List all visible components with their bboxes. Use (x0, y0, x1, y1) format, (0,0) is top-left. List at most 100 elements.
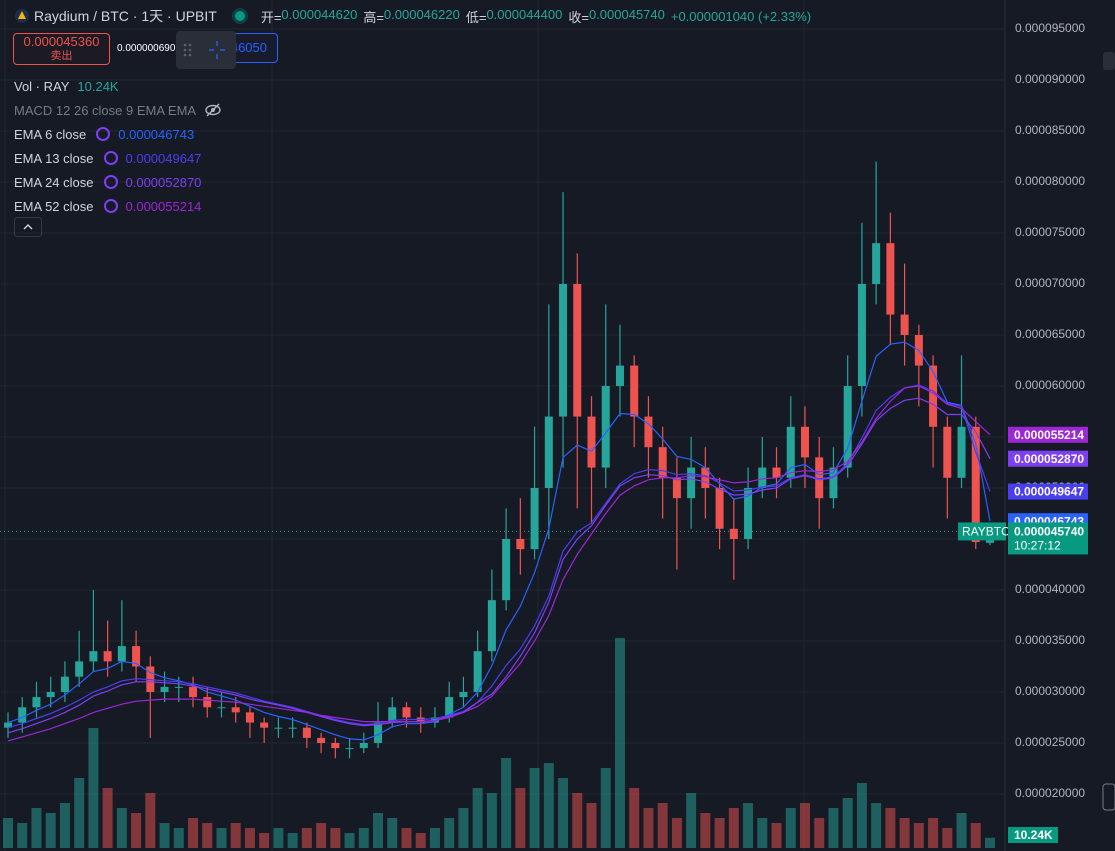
change: +0.000001040 (+2.33%) (670, 8, 812, 24)
ema-line (7, 397, 991, 734)
volume-bar (842, 798, 853, 848)
volume-bar (429, 828, 440, 848)
symbol-tag (958, 522, 1006, 541)
volume-bar (885, 808, 896, 848)
volume-bar (31, 808, 42, 848)
legend-ema-row: EMA 6 close 0.000046743 (14, 122, 224, 146)
y-tick-label: 0.000035000 (1015, 633, 1085, 647)
legend-ema-value: 0.000052870 (125, 174, 202, 190)
legend-ema-name: EMA 24 close (14, 174, 94, 190)
y-tick-label: 0.000065000 (1015, 327, 1085, 341)
candle-body (459, 691, 468, 698)
volume-bar (486, 793, 497, 848)
y-tick-label: 0.000095000 (1015, 21, 1085, 35)
candle-body (260, 722, 269, 728)
candle-body (658, 447, 667, 478)
symbol-title[interactable]: Raydium / BTC · 1天 · UPBIT (34, 8, 217, 24)
candle-body (900, 314, 909, 335)
logo (15, 9, 29, 23)
candle-body (217, 707, 226, 709)
vertical-grid (4, 0, 805, 851)
volume-tag-label: 10.24K (1014, 828, 1053, 842)
drag-handle[interactable] (176, 31, 236, 69)
candle-body (929, 365, 938, 427)
volume-bar (244, 828, 255, 848)
candle-body (886, 243, 895, 315)
legend-ema-value: 0.000055214 (125, 198, 202, 214)
volume-bar (188, 818, 199, 848)
sell-button[interactable]: 0.000045360 卖出 (13, 33, 110, 65)
volume-bar (472, 788, 483, 848)
volume-bar (728, 808, 739, 848)
ema-tag (1008, 483, 1088, 500)
y-tick-label: 0.000090000 (1015, 72, 1085, 86)
candle-body (729, 528, 738, 539)
candle-body (331, 742, 340, 749)
candle-body (573, 283, 582, 417)
volume-bar (743, 803, 754, 848)
hidden-icon[interactable] (204, 102, 224, 118)
legend-ema-icon (96, 127, 111, 141)
price-axis (1005, 0, 1115, 851)
volume-bar (913, 823, 924, 848)
ema-tag-label: 0.000049647 (1014, 485, 1084, 499)
scroll-button[interactable] (1102, 783, 1115, 811)
volume-bar (373, 813, 384, 848)
volume-bar (629, 788, 640, 848)
volume-bar (899, 818, 910, 848)
candle-body (32, 697, 41, 708)
volume-bar (316, 823, 327, 848)
volume-bar (415, 833, 426, 848)
volume-bar (287, 833, 298, 848)
volume-bar (928, 818, 939, 848)
candle-body (587, 416, 596, 468)
candle-body (160, 686, 169, 692)
symbol-tag-label: RAYBTC (962, 525, 1010, 539)
volume-bar (17, 823, 28, 848)
candle-body (559, 283, 568, 417)
volume-bar (173, 828, 184, 848)
candle-body (758, 467, 767, 488)
legend: Vol · RAY 10.24K MACD 12 26 close 9 EMA … (14, 74, 224, 218)
candle-body (544, 416, 553, 488)
volume-bar (273, 828, 284, 848)
scroll-button[interactable] (1103, 52, 1115, 70)
candle-body (957, 426, 966, 478)
volume-bar (686, 793, 697, 848)
candle-body (374, 722, 383, 743)
price-tag-label: 0.000045740 (1014, 525, 1084, 539)
ohlc-label: 低= (465, 9, 487, 25)
volume-bar (700, 813, 711, 848)
candle-body (971, 426, 980, 543)
ema-line (7, 385, 991, 742)
ohlc-label: 开= (260, 9, 282, 25)
volume-bar (970, 823, 981, 848)
candle-body (872, 243, 881, 284)
volume-bar (74, 778, 85, 848)
y-tick-label: 0.000075000 (1015, 225, 1085, 239)
volume-bar (131, 813, 142, 848)
candle-body (75, 661, 84, 677)
volume-bar (543, 763, 554, 848)
volume-bar (558, 778, 569, 848)
candle-body (815, 457, 824, 499)
candle-body (943, 426, 952, 478)
legend-macd-name: MACD 12 26 close 9 EMA EMA (14, 102, 197, 118)
candle-body (402, 707, 411, 718)
legend-macd: MACD 12 26 close 9 EMA EMA (14, 98, 224, 122)
candle-body (744, 487, 753, 539)
header: Raydium / BTC · 1天 · UPBIT 开= 0.000044620… (14, 6, 811, 26)
candle-body (843, 385, 852, 468)
candle-body (615, 365, 624, 386)
volume-bar (814, 818, 825, 848)
collapse-button[interactable] (14, 217, 42, 237)
volume-bar (59, 803, 70, 848)
ema-tag-label: 0.000052870 (1014, 452, 1084, 466)
candle-body (4, 722, 12, 728)
market-status (234, 11, 245, 21)
candle-body (829, 467, 838, 499)
volume-bar (586, 803, 597, 848)
volume-bar (828, 808, 839, 848)
y-tick-label: 0.000070000 (1015, 276, 1085, 290)
